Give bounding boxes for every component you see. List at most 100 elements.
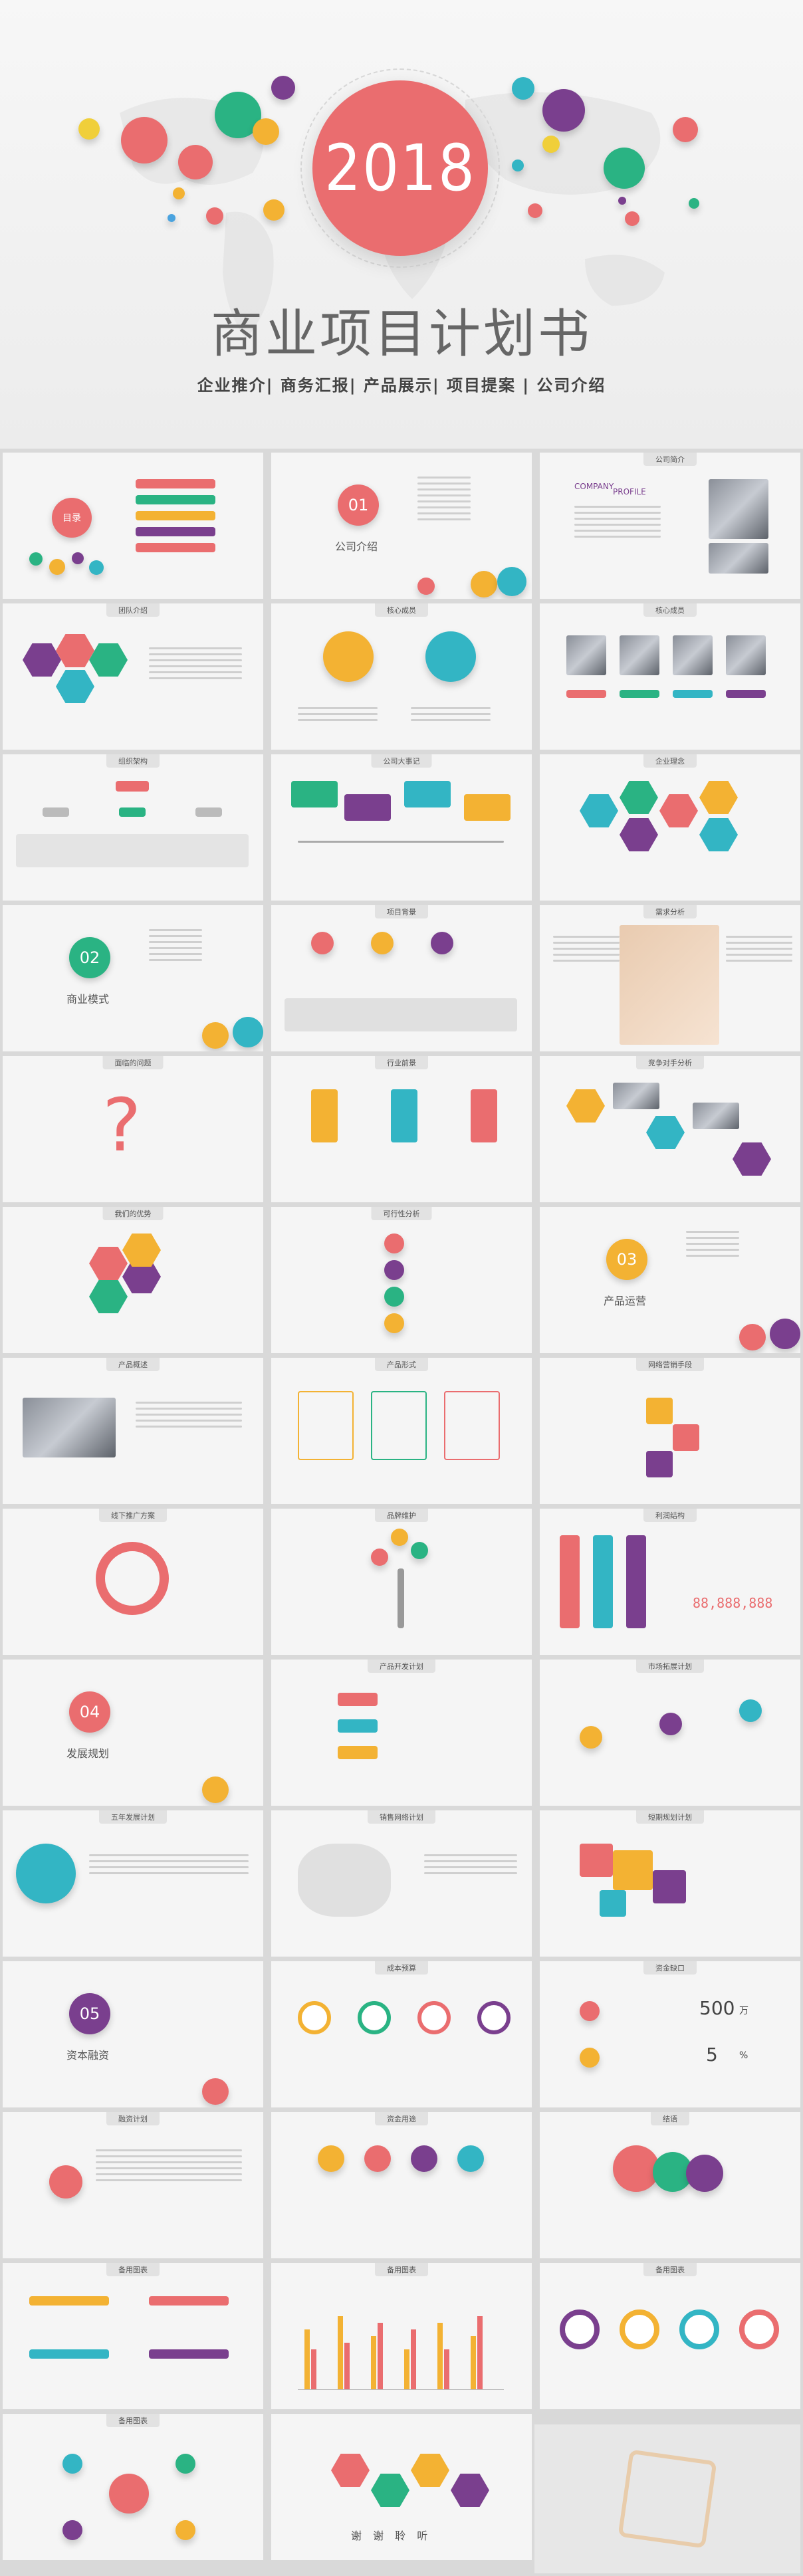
slide-chart-3[interactable]: 备用图表: [540, 2263, 800, 2409]
hex-block: [699, 818, 738, 851]
fund-item: [364, 2145, 391, 2172]
form-card: [444, 1391, 500, 1460]
slide-title: 备用图表: [375, 2263, 428, 2276]
slide-milestones[interactable]: 公司大事记: [271, 754, 532, 901]
hex-block: [733, 1142, 771, 1176]
hex-block: [580, 794, 618, 827]
competitor-photo: [693, 1103, 739, 1129]
slide-market-expansion[interactable]: 市场拓展计划: [540, 1660, 800, 1806]
hex-block: [659, 794, 698, 827]
profile-word-2: PROFILE: [613, 487, 646, 496]
dot-decoration: [271, 76, 295, 100]
slide-problems[interactable]: 面临的问题 ?: [3, 1056, 263, 1202]
slide-title: 短期规划计划: [636, 1810, 704, 1824]
section-title: 发展规划: [66, 1747, 110, 1760]
slide-title: 成本预算: [375, 1961, 428, 1975]
org-node: [16, 834, 249, 867]
timeline-axis: [298, 841, 504, 843]
channel-block: [673, 1424, 699, 1451]
slide-feasibility[interactable]: 可行性分析: [271, 1207, 532, 1353]
gap-icon: [580, 2048, 600, 2068]
slide-title: 备用图表: [106, 2263, 160, 2276]
section-number-badge: 01: [338, 484, 379, 526]
dot-decoration: [770, 1319, 800, 1349]
plan-circle: [16, 1844, 76, 1903]
slide-chart-1[interactable]: 备用图表: [3, 2263, 263, 2409]
slide-chart-2[interactable]: 备用图表: [271, 2263, 532, 2409]
year-text: 2018: [324, 131, 476, 205]
profile-photo: [709, 479, 768, 539]
name-tag: [726, 690, 766, 698]
tree-leaf: [371, 1549, 388, 1566]
slide-title: 网络营销手段: [636, 1358, 704, 1371]
slide-advantages[interactable]: 我们的优势: [3, 1207, 263, 1353]
slide-competitors[interactable]: 竞争对手分析: [540, 1056, 800, 1202]
slide-product-ops[interactable]: 03 产品运营: [540, 1207, 800, 1353]
slide-core-members-2[interactable]: 核心成员: [540, 603, 800, 750]
dot-decoration: [89, 560, 104, 575]
slide-financing-plan[interactable]: 融资计划: [3, 2112, 263, 2258]
slide-product-dev[interactable]: 产品开发计划: [271, 1660, 532, 1806]
slide-product-form[interactable]: 产品形式: [271, 1358, 532, 1504]
slide-short-term[interactable]: 短期规划计划: [540, 1810, 800, 1957]
tree-trunk: [398, 1568, 404, 1628]
slide-core-members[interactable]: 核心成员: [271, 603, 532, 750]
hex-photo: [23, 643, 61, 677]
dot-decoration: [471, 571, 497, 597]
section-number: 02: [79, 948, 100, 967]
slide-title: 我们的优势: [102, 1207, 164, 1220]
slide-business-model[interactable]: 02 商业模式: [3, 905, 263, 1051]
slide-org-structure[interactable]: 组织架构: [3, 754, 263, 901]
slide-title: 组织架构: [106, 754, 160, 768]
budget-ring: [417, 2001, 451, 2034]
slide-sales-network[interactable]: 销售网络计划: [271, 1810, 532, 1957]
decorative-ring: [300, 68, 500, 268]
fund-figure-1: 500: [699, 1997, 735, 2019]
slide-chart-4[interactable]: 备用图表: [3, 2414, 263, 2560]
section-number-badge: 05: [69, 1993, 110, 2034]
dot-decoration: [78, 118, 100, 140]
hex-block: [89, 1247, 128, 1280]
slide-industry[interactable]: 行业前景: [271, 1056, 532, 1202]
slide-background[interactable]: 项目背景: [271, 905, 532, 1051]
slide-culture[interactable]: 企业理念: [540, 754, 800, 901]
slide-title: 面临的问题: [102, 1056, 164, 1069]
dot-decoration: [417, 578, 435, 595]
slide-team-intro[interactable]: 团队介绍: [3, 603, 263, 750]
bar: [304, 2329, 310, 2389]
slide-company-intro[interactable]: 01 公司介绍: [271, 453, 532, 599]
dot-decoration: [121, 117, 168, 163]
slide-conclusion[interactable]: 结语: [540, 2112, 800, 2258]
slide-use-of-funds[interactable]: 资金用途: [271, 2112, 532, 2258]
chart-bar: [149, 2349, 229, 2359]
name-tag: [673, 690, 713, 698]
dot-decoration: [253, 118, 279, 145]
slide-thanks[interactable]: 谢 谢 聆 听: [271, 2414, 532, 2560]
slide-funding-gap[interactable]: 资金缺口 500 万 5 %: [540, 1961, 800, 2107]
slide-profit-structure[interactable]: 利润结构 88,888,888: [540, 1509, 800, 1655]
slide-contents[interactable]: 目录: [3, 453, 263, 599]
slide-five-year[interactable]: 五年发展计划: [3, 1810, 263, 1957]
watermark-logo: [534, 2424, 800, 2573]
event-card: [344, 794, 391, 821]
item-badge: [384, 1260, 404, 1280]
slide-cost-budget[interactable]: 成本预算: [271, 1961, 532, 2107]
profile-word-1: COMPANY: [574, 482, 614, 491]
section-number: 04: [79, 1703, 100, 1721]
slide-title: 行业前景: [375, 1056, 428, 1069]
slide-product-overview[interactable]: 产品概述: [3, 1358, 263, 1504]
section-number-badge: 02: [69, 937, 110, 978]
slide-financing[interactable]: 05 资本融资: [3, 1961, 263, 2107]
slide-brand[interactable]: 品牌维护: [271, 1509, 532, 1655]
slide-company-profile[interactable]: 公司简介 COMPANY PROFILE: [540, 453, 800, 599]
slide-demand[interactable]: 需求分析: [540, 905, 800, 1051]
member-avatar: [323, 631, 374, 682]
slide-offline-promo[interactable]: 线下推广方案: [3, 1509, 263, 1655]
section-number: 01: [348, 496, 369, 514]
section-number: 03: [616, 1250, 637, 1269]
slide-network-marketing[interactable]: 网络营销手段: [540, 1358, 800, 1504]
slide-development[interactable]: 04 发展规划: [3, 1660, 263, 1806]
thanks-text: 谢 谢 聆 听: [351, 2529, 432, 2542]
slide-title: 公司简介: [643, 453, 697, 466]
bar-chart: [298, 2296, 504, 2390]
